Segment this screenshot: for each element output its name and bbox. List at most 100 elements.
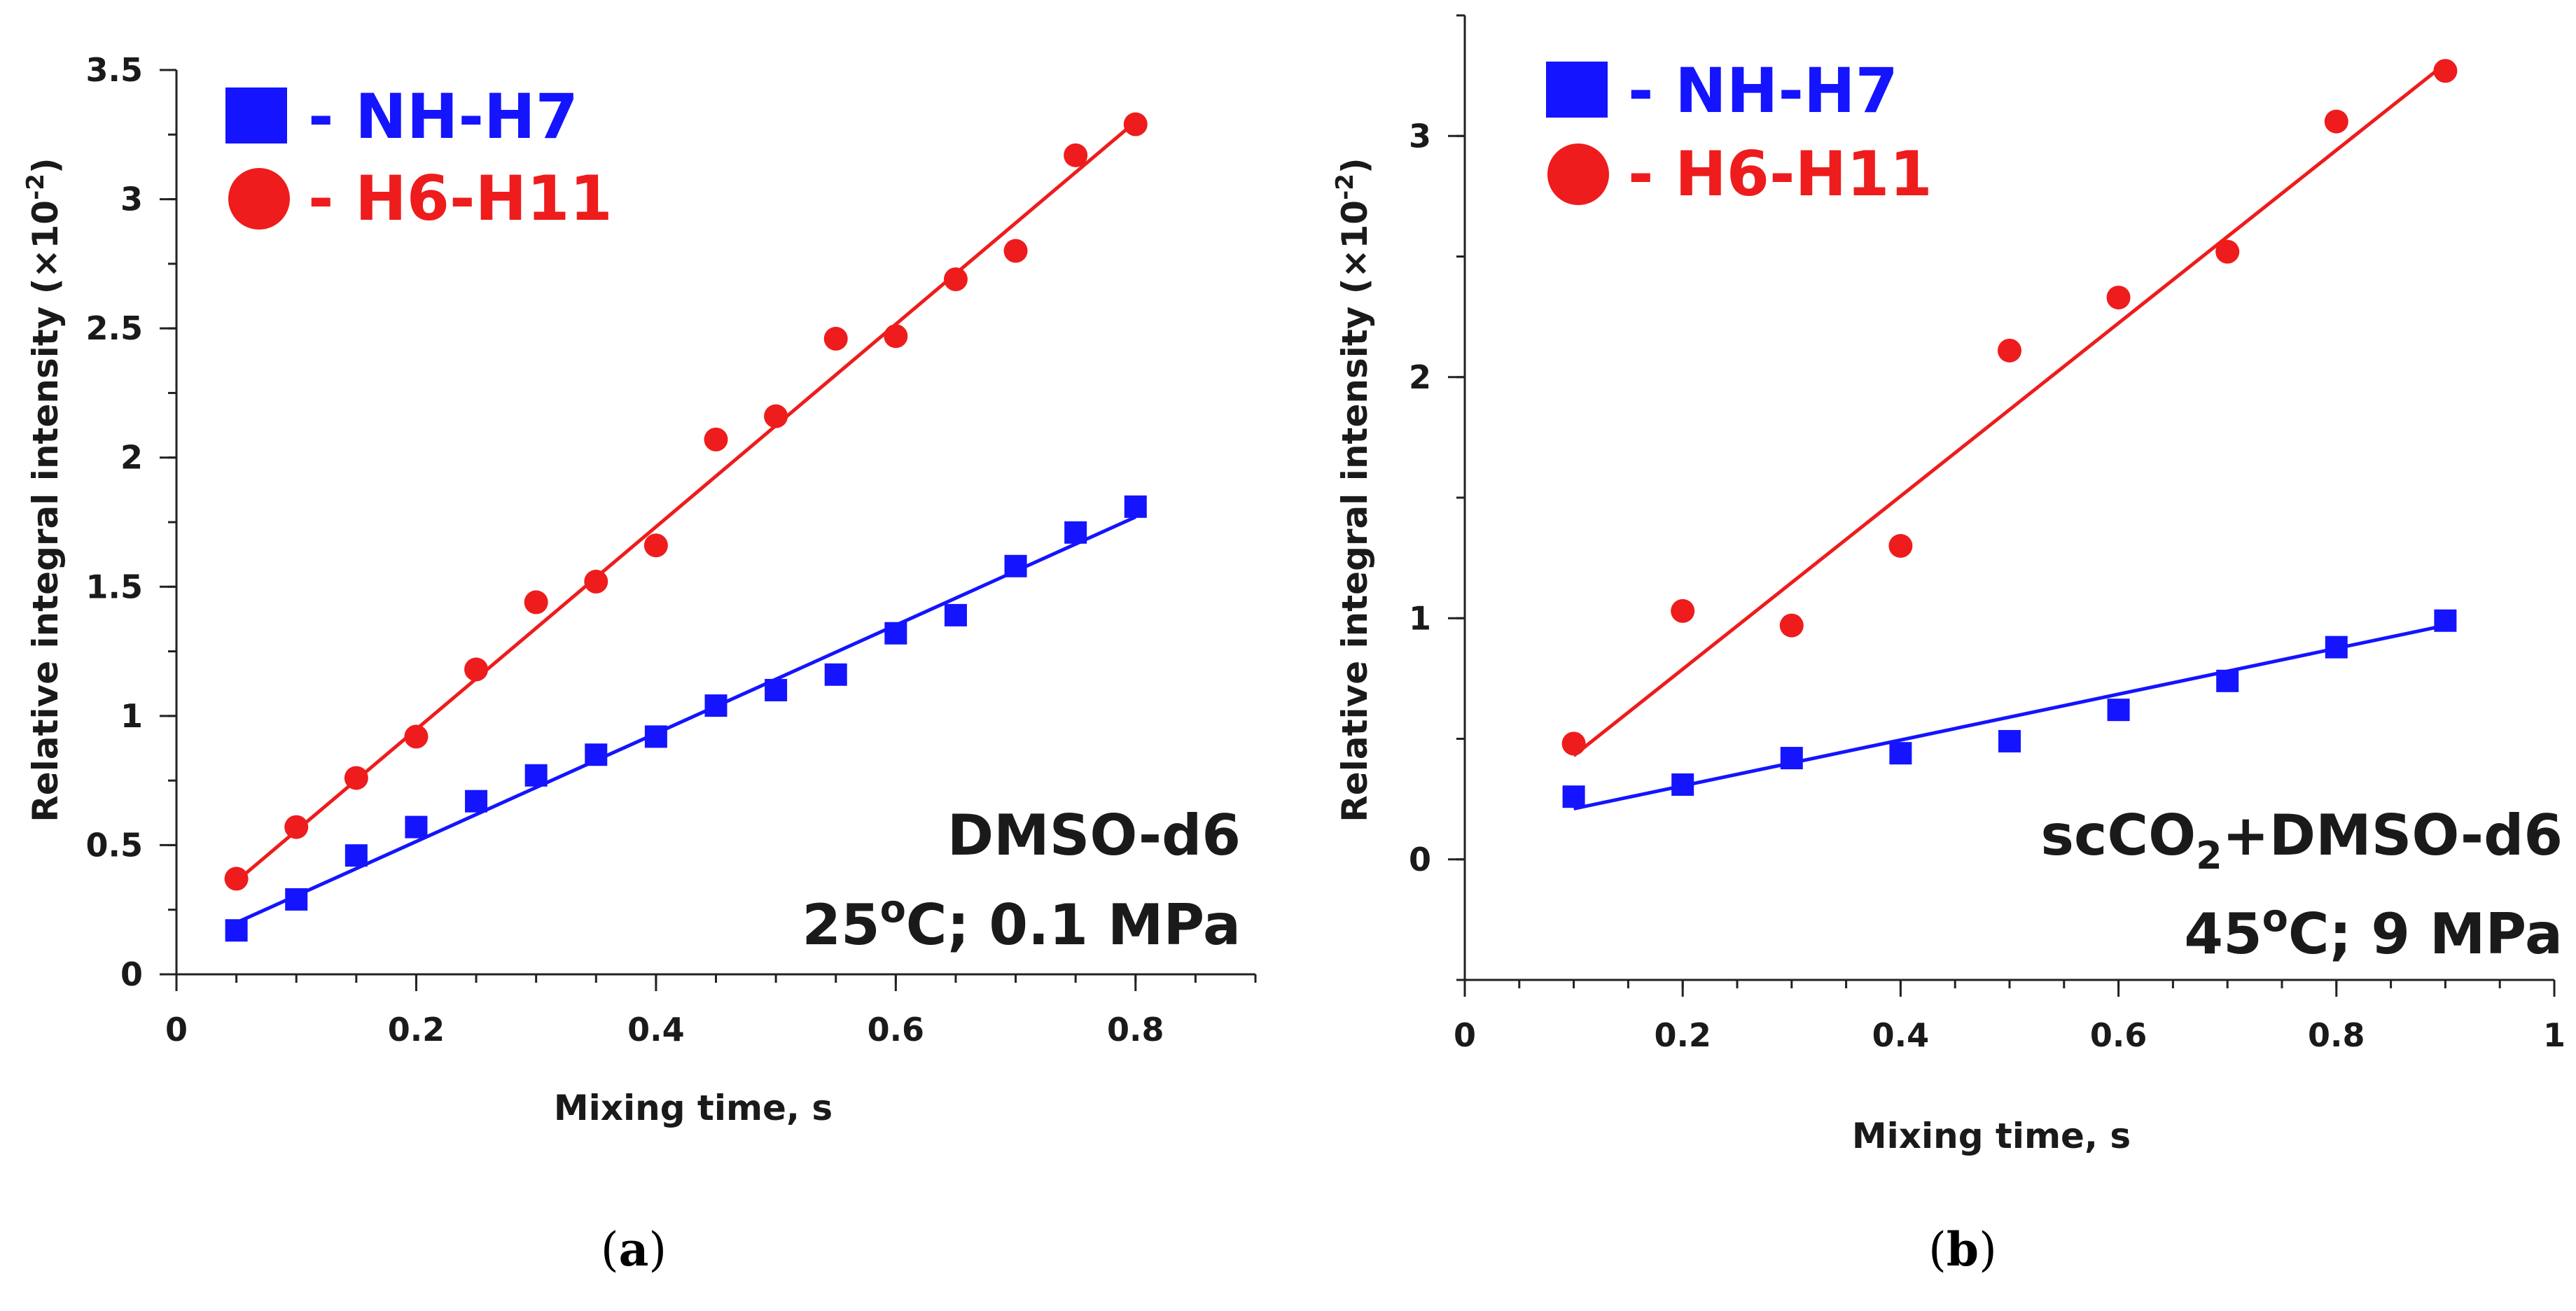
chart-b-x-tick-label: 0 bbox=[1454, 1016, 1476, 1054]
chart-b: 0 0.2 0.4 0.6 0.8 1 0 1 2 3 Mixing time, s Relati… bbox=[1331, 14, 2565, 1277]
chart-b-point-nh-h7 bbox=[1780, 747, 1803, 770]
chart-b-point-nh-h7 bbox=[2434, 609, 2457, 632]
chart-b-point-nh-h7 bbox=[2216, 669, 2239, 692]
chart-a-fit-line-h6-h11 bbox=[235, 120, 1137, 883]
chart-a-y-tick-label: 0.5 bbox=[86, 826, 144, 864]
chart-a-point-h6-h11 bbox=[764, 404, 788, 428]
chart-a-point-h6-h11 bbox=[524, 590, 548, 615]
chart-a-y-tick-label: 0 bbox=[120, 955, 143, 993]
chart-a-condition-temp: 25 bbox=[802, 892, 879, 958]
chart-b-y-tick-label: 1 bbox=[1409, 599, 1431, 637]
chart-b-markers bbox=[1561, 59, 2458, 808]
chart-a-y-axis-label-exp: -2 bbox=[22, 174, 50, 200]
chart-a-point-h6-h11 bbox=[943, 267, 968, 292]
chart-a-y-tick-label: 1 bbox=[120, 697, 143, 735]
chart-b-panel-letter: b bbox=[1947, 1222, 1979, 1277]
chart-a-y-tick-label: 3.5 bbox=[86, 51, 144, 89]
chart-b-point-h6-h11 bbox=[1779, 613, 1804, 638]
chart-b-x-tick-label: 0.4 bbox=[1872, 1016, 1930, 1054]
chart-b-point-h6-h11 bbox=[2324, 109, 2348, 134]
chart-a-point-nh-h7 bbox=[465, 790, 488, 813]
chart-a-point-h6-h11 bbox=[224, 867, 249, 891]
chart-b-y-axis-label-exp: -2 bbox=[1331, 174, 1359, 200]
chart-a-legend-label-h6-h11: - H6-H11 bbox=[308, 162, 613, 234]
chart-a-axes: 0 0.2 0.4 0.6 0.8 0 0.5 1 1.5 2 2.5 3 3.5 bbox=[86, 51, 1257, 1049]
chart-b-condition-solvent-sub: 2 bbox=[2196, 834, 2222, 878]
chart-b-point-h6-h11 bbox=[2433, 59, 2458, 83]
chart-a-condition-degree: o bbox=[880, 887, 906, 931]
chart-a-point-nh-h7 bbox=[225, 919, 248, 942]
chart-b-legend-circle-symbol bbox=[1547, 143, 1609, 205]
chart-a: 0 0.2 0.4 0.6 0.8 0 0.5 1 1.5 2 2.5 3 3.5 Mixing tim… bbox=[22, 51, 1257, 1277]
chart-b-x-tick-label: 0.2 bbox=[1654, 1016, 1711, 1054]
chart-a-point-nh-h7 bbox=[524, 764, 548, 787]
chart-a-x-tick-label: 0.2 bbox=[388, 1011, 445, 1049]
chart-a-point-nh-h7 bbox=[285, 888, 308, 911]
chart-b-condition-solvent-pre: scCO bbox=[2040, 803, 2196, 868]
chart-b-fit-line-h6-h11 bbox=[1573, 62, 2446, 757]
chart-a-legend-square-symbol bbox=[225, 87, 287, 143]
chart-b-condition-rest: C; 9 MPa bbox=[2288, 902, 2563, 967]
chart-a-point-h6-h11 bbox=[884, 324, 908, 349]
chart-b-y-tick-label: 2 bbox=[1409, 358, 1431, 396]
chart-b-point-nh-h7 bbox=[1671, 773, 1694, 796]
chart-a-panel-label: (a) bbox=[601, 1222, 667, 1277]
chart-a-condition-temp-pressure: 25oC; 0.1 MPa bbox=[802, 887, 1241, 958]
chart-a-point-nh-h7 bbox=[405, 815, 428, 839]
chart-a-y-tick-label: 1.5 bbox=[86, 568, 144, 605]
chart-a-y-tick-label: 2 bbox=[120, 439, 143, 477]
chart-b-x-tick-label: 0.8 bbox=[2308, 1016, 2365, 1054]
chart-b-fits bbox=[1573, 62, 2446, 811]
chart-a-point-nh-h7 bbox=[644, 725, 667, 748]
chart-a-x-axis-label: Mixing time, s bbox=[554, 1088, 833, 1128]
chart-a-point-h6-h11 bbox=[404, 724, 429, 749]
chart-a-point-nh-h7 bbox=[704, 694, 727, 717]
chart-a-x-tick-label: 0.6 bbox=[868, 1011, 925, 1049]
chart-b-point-h6-h11 bbox=[1888, 533, 1913, 558]
chart-a-point-h6-h11 bbox=[643, 533, 668, 558]
chart-a-point-h6-h11 bbox=[584, 569, 608, 594]
chart-a-panel-letter: a bbox=[619, 1222, 649, 1277]
chart-b-point-h6-h11 bbox=[1561, 731, 1586, 756]
chart-a-fit-line-nh-h7 bbox=[235, 515, 1136, 925]
chart-a-x-tick-label: 0.8 bbox=[1107, 1011, 1164, 1049]
chart-b-panel-label: (b) bbox=[1928, 1222, 1997, 1277]
chart-b-point-h6-h11 bbox=[1998, 338, 2021, 363]
chart-a-point-nh-h7 bbox=[585, 743, 608, 766]
chart-a-legend: - NH-H7 - H6-H11 bbox=[225, 80, 613, 234]
chart-a-point-nh-h7 bbox=[824, 663, 847, 686]
chart-b-y-axis-label-text: Relative integral intensity (×10 bbox=[1335, 200, 1375, 822]
chart-a-y-axis-label: Relative integral intensity (×10-2) bbox=[22, 157, 66, 822]
chart-b-point-nh-h7 bbox=[1889, 742, 1912, 765]
chart-b-point-h6-h11 bbox=[2106, 286, 2131, 310]
chart-b-y-axis-label-close: ) bbox=[1335, 157, 1375, 174]
chart-a-y-tick-label: 3 bbox=[120, 181, 143, 218]
chart-b-point-h6-h11 bbox=[1671, 598, 1695, 623]
chart-b-legend-square-symbol bbox=[1546, 62, 1608, 118]
chart-a-point-nh-h7 bbox=[884, 622, 907, 645]
chart-b-legend-label-h6-h11: - H6-H11 bbox=[1628, 138, 1933, 210]
chart-b-y-axis-label: Relative integral intensity (×10-2) bbox=[1331, 157, 1375, 822]
chart-b-axes: 0 0.2 0.4 0.6 0.8 1 0 1 2 3 bbox=[1409, 14, 2565, 1054]
chart-a-point-nh-h7 bbox=[1064, 521, 1087, 544]
chart-a-y-tick-label: 2.5 bbox=[86, 309, 144, 347]
chart-a-point-h6-h11 bbox=[344, 766, 368, 790]
chart-a-y-axis-label-close: ) bbox=[25, 157, 66, 174]
chart-b-condition-temp-pressure: 45oC; 9 MPa bbox=[2184, 896, 2563, 967]
chart-a-point-h6-h11 bbox=[284, 815, 309, 839]
chart-b-point-nh-h7 bbox=[1562, 785, 1585, 808]
chart-b-x-tick-label: 0.6 bbox=[2090, 1016, 2147, 1054]
chart-b-y-tick-label: 0 bbox=[1409, 841, 1431, 878]
chart-b-point-h6-h11 bbox=[2215, 239, 2240, 264]
chart-a-condition-rest: C; 0.1 MPa bbox=[906, 892, 1241, 958]
chart-a-x-tick-label: 0.4 bbox=[627, 1011, 685, 1049]
chart-b-condition-temp: 45 bbox=[2184, 902, 2262, 967]
chart-b-legend-label-nh-h7: - NH-H7 bbox=[1628, 55, 1898, 127]
chart-a-y-axis-label-text: Relative integral intensity (×10 bbox=[25, 200, 66, 822]
chart-a-point-nh-h7 bbox=[1004, 554, 1027, 577]
chart-a-point-nh-h7 bbox=[765, 678, 788, 701]
chart-a-point-h6-h11 bbox=[1003, 239, 1028, 263]
chart-a-point-nh-h7 bbox=[1124, 495, 1147, 518]
